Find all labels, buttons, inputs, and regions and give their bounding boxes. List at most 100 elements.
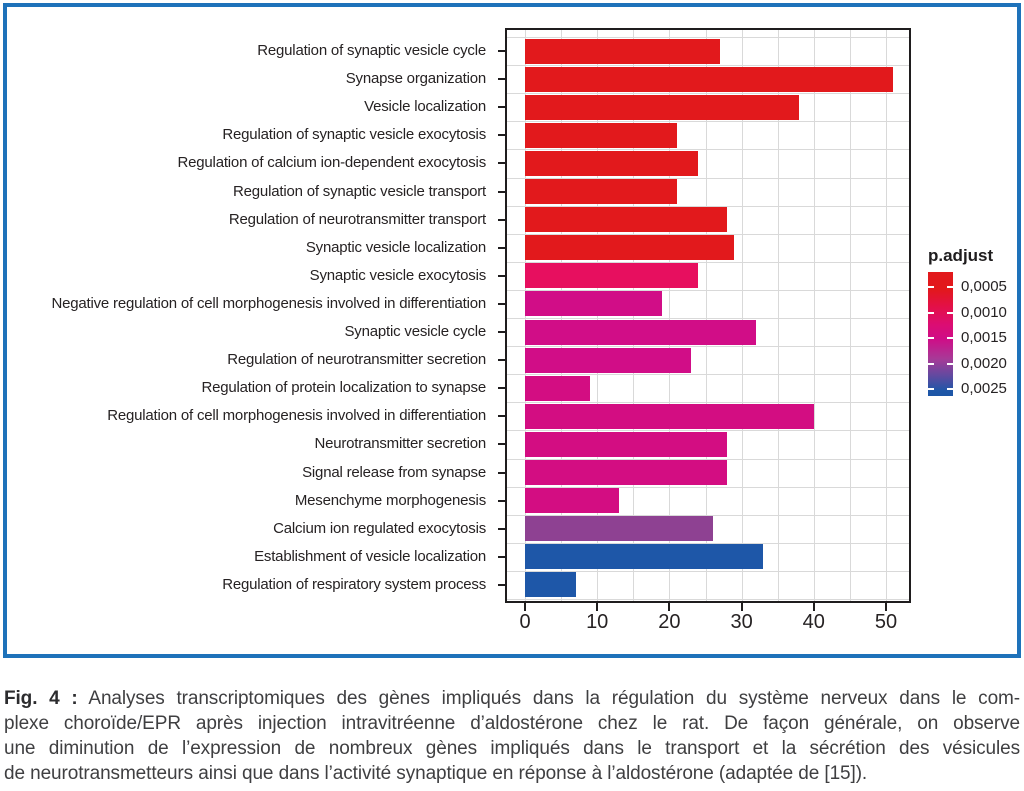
gridline-horizontal: [507, 318, 909, 319]
legend-tick: [947, 362, 953, 365]
y-tick: [498, 246, 506, 249]
y-tick: [498, 78, 506, 81]
y-axis-label: Establishment of vesicle localization: [254, 547, 486, 565]
bar: [525, 235, 735, 261]
y-axis-label: Regulation of synaptic vesicle cycle: [257, 42, 486, 60]
bar: [525, 66, 894, 92]
bar: [525, 572, 576, 598]
gridline-horizontal: [507, 289, 909, 291]
y-axis-label: Mesenchyme morphogenesis: [294, 491, 486, 509]
x-tick-label: 0: [519, 611, 531, 633]
y-tick: [498, 274, 506, 277]
bar: [525, 375, 590, 401]
x-tick: [812, 603, 815, 611]
x-tick-label: 50: [874, 611, 898, 633]
y-axis-label: Regulation of protein localization to sy…: [201, 379, 486, 397]
y-axis-label: Synaptic vesicle localization: [305, 238, 486, 256]
bar: [525, 403, 814, 429]
caption-figure-label: Fig. 4 :: [4, 688, 78, 709]
bar: [525, 38, 720, 64]
x-tick: [668, 603, 671, 611]
legend-tick-label: 0,0015: [961, 329, 1007, 347]
gridline-vertical: [669, 30, 671, 601]
x-tick-label: 30: [730, 611, 753, 633]
y-tick: [498, 583, 506, 586]
y-axis-label: Regulation of neurotransmitter transport: [228, 210, 486, 228]
gridline-horizontal: [507, 430, 909, 432]
x-tick: [885, 603, 887, 611]
caption-text: Analyses transcriptomiques des gènes imp…: [88, 688, 1021, 709]
bar: [525, 291, 663, 317]
legend-tick: [947, 286, 953, 289]
legend-tick: [947, 337, 953, 340]
y-axis-label: Regulation of neurotransmitter secretion: [227, 351, 486, 369]
gridline-horizontal: [507, 458, 909, 460]
gridline-horizontal: [507, 205, 909, 207]
bar: [525, 347, 692, 373]
y-tick: [498, 555, 506, 558]
gridline-horizontal: [507, 570, 909, 572]
y-tick: [498, 50, 506, 53]
figure-caption: Fig. 4 : Analyses transcriptomiques des …: [4, 686, 1020, 786]
y-axis-label: Signal release from synapse: [302, 463, 486, 481]
y-axis-label: Regulation of respiratory system process: [222, 575, 486, 593]
legend-tick-label: 0,0025: [961, 379, 1007, 397]
y-axis-label: Regulation of calcium ion-dependent exoc…: [177, 154, 487, 172]
gridline-horizontal: [507, 37, 909, 38]
caption-line: Fig. 4 : Analyses transcriptomiques des …: [4, 686, 1020, 711]
gridline-horizontal: [507, 346, 909, 348]
gridline-horizontal: [507, 177, 909, 179]
bar: [525, 263, 699, 289]
gridline-horizontal: [507, 233, 909, 235]
legend-tick: [928, 286, 934, 289]
caption-line: une diminution de l’expression de nombre…: [4, 738, 1020, 759]
y-axis-label: Regulation of synaptic vesicle transport: [233, 182, 486, 200]
y-axis-label: Regulation of cell morphogenesis involve…: [107, 407, 486, 425]
y-tick: [498, 162, 506, 165]
legend-tick: [947, 387, 953, 390]
gridline-vertical: [886, 30, 887, 601]
gridline-horizontal: [507, 402, 909, 404]
gridline-horizontal: [507, 514, 909, 516]
legend-title: p.adjust: [928, 246, 994, 265]
legend-tick-label: 0,0010: [961, 303, 1007, 321]
y-tick: [498, 471, 506, 474]
bar: [525, 122, 677, 148]
y-tick: [498, 302, 506, 305]
y-tick: [498, 387, 506, 390]
y-tick: [498, 415, 506, 418]
gridline-horizontal: [507, 374, 909, 376]
legend-tick: [928, 362, 934, 365]
legend-tick: [928, 311, 934, 314]
gridline-vertical: [777, 30, 779, 601]
y-axis-label: Synaptic vesicle exocytosis: [309, 266, 487, 284]
y-axis-label: Neurotransmitter secretion: [314, 435, 486, 453]
bar: [525, 150, 699, 176]
bar: [525, 488, 619, 514]
x-tick: [524, 603, 526, 611]
y-axis-label: Calcium ion regulated exocytosis: [273, 519, 486, 537]
caption-line: de neurotransmetteurs ainsi que dans l’a…: [4, 763, 868, 784]
y-tick: [498, 106, 506, 109]
gridline-horizontal: [507, 149, 909, 151]
gridline-horizontal: [507, 121, 909, 123]
gridline-vertical: [813, 30, 815, 601]
gridline-vertical: [705, 30, 707, 601]
y-tick: [498, 527, 506, 530]
bar: [525, 179, 677, 204]
y-axis-label: Vesicle localization: [364, 98, 486, 116]
x-tick-label: 40: [802, 611, 825, 633]
y-tick: [498, 443, 506, 446]
y-axis-label: Negative regulation of cell morphogenesi…: [51, 294, 486, 312]
legend-tick: [928, 337, 934, 340]
y-tick: [498, 331, 506, 334]
bar: [525, 431, 728, 457]
caption-line: plexe choroïde/EPR après injection intra…: [4, 713, 1020, 734]
y-axis-label: Synapse organization: [345, 70, 486, 88]
y-tick: [498, 499, 506, 502]
bar: [525, 94, 800, 120]
y-tick: [498, 359, 506, 362]
gridline-horizontal: [507, 542, 909, 544]
plot-panel: [505, 28, 911, 603]
y-tick: [498, 218, 506, 221]
